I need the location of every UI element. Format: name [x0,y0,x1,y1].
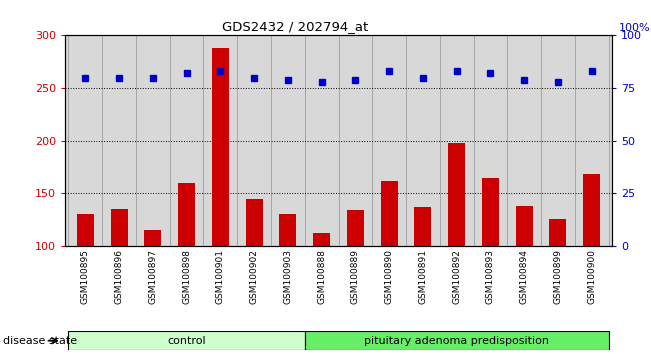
Bar [415,207,432,246]
Text: pituitary adenoma predisposition: pituitary adenoma predisposition [364,336,549,346]
Bar [583,175,600,246]
Bar [482,178,499,246]
Bar [77,215,94,246]
Bar [68,331,305,350]
Bar [245,199,262,246]
Bar [516,206,533,246]
Bar [313,233,330,246]
Bar [111,209,128,246]
Text: disease state: disease state [3,336,77,346]
Bar [449,143,465,246]
Bar [145,230,161,246]
Title: GDS2432 / 202794_at: GDS2432 / 202794_at [221,20,368,33]
Bar [279,215,296,246]
Bar [178,183,195,246]
Text: control: control [167,336,206,346]
Bar [549,219,566,246]
Bar [347,210,364,246]
Bar [305,331,609,350]
Bar [381,181,398,246]
Text: 100%: 100% [619,23,650,33]
Bar [212,48,229,246]
